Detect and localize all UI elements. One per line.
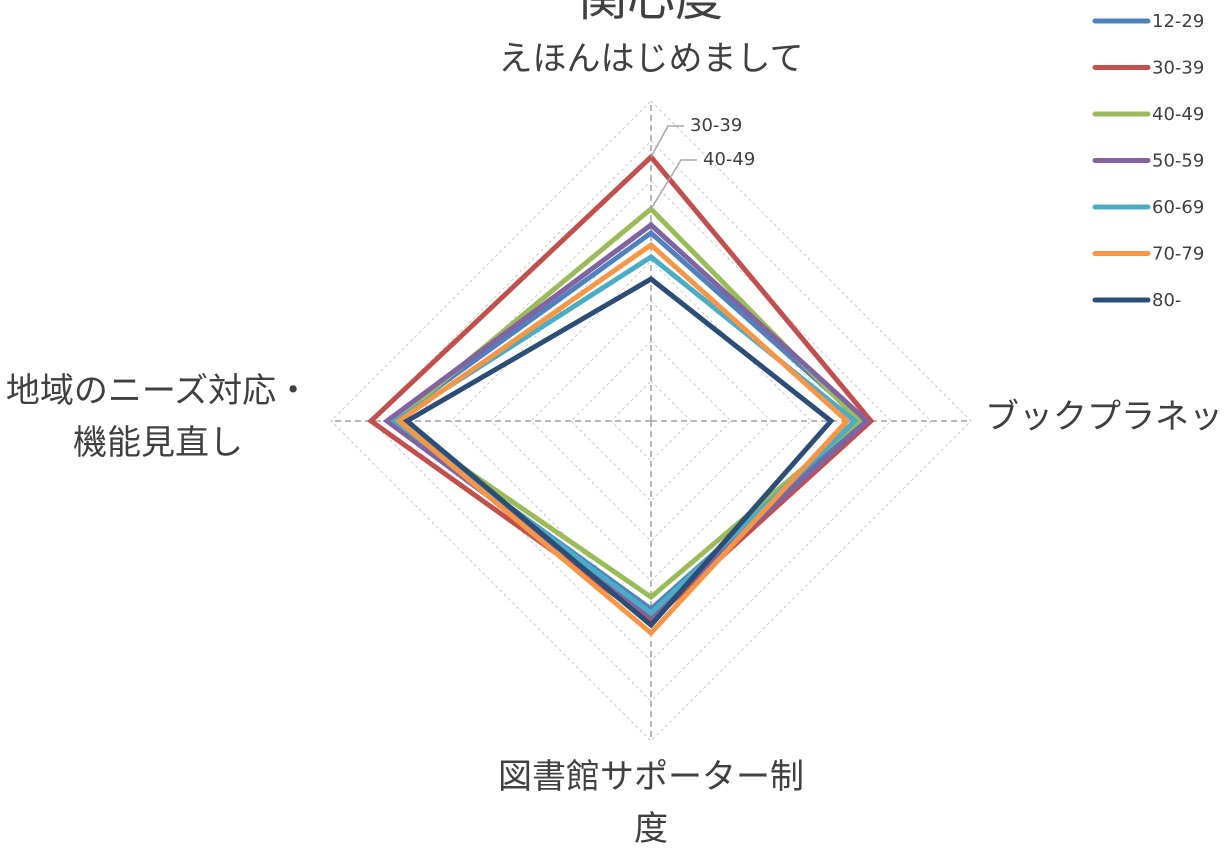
series-line bbox=[382, 221, 871, 621]
data-label: 30-39 bbox=[690, 115, 742, 136]
chart-title: 関心度 bbox=[579, 0, 723, 27]
legend-label: 30-39 bbox=[1152, 58, 1204, 79]
category-label: えほんはじめまして bbox=[499, 39, 804, 79]
legend-label: 60-69 bbox=[1152, 197, 1204, 218]
category-label-line: ブックプラネット bbox=[985, 397, 1232, 437]
legend-label: 80- bbox=[1152, 290, 1181, 311]
series-line bbox=[367, 153, 875, 625]
series-line bbox=[390, 253, 859, 617]
series-line bbox=[390, 205, 863, 601]
legend-label: 50-59 bbox=[1152, 151, 1204, 172]
legend-label: 40-49 bbox=[1152, 104, 1204, 125]
category-label: ブックプラネット bbox=[985, 397, 1232, 437]
data-label: 40-49 bbox=[703, 149, 755, 170]
series-line bbox=[402, 275, 835, 629]
grid-ring bbox=[530, 300, 772, 542]
category-label: 地域のニーズ対応・機能見直し bbox=[6, 371, 310, 463]
leader-line bbox=[650, 125, 684, 158]
leader-line bbox=[650, 159, 697, 210]
category-label: 図書館サポーター制度 bbox=[498, 757, 804, 848]
series-line bbox=[394, 241, 851, 637]
series-line bbox=[386, 229, 867, 613]
category-label-line: 図書館サポーター制 bbox=[498, 757, 804, 797]
grid-ring bbox=[610, 380, 692, 462]
category-label-line: 地域のニーズ対応・ bbox=[6, 371, 310, 411]
category-label-line: 機能見直し bbox=[73, 423, 243, 463]
grid-ring bbox=[330, 100, 972, 742]
category-label-line: えほんはじめまして bbox=[499, 39, 804, 79]
legend-label: 70-79 bbox=[1152, 244, 1204, 265]
legend-label: 12-29 bbox=[1152, 11, 1204, 32]
category-label-line: 度 bbox=[634, 809, 668, 848]
